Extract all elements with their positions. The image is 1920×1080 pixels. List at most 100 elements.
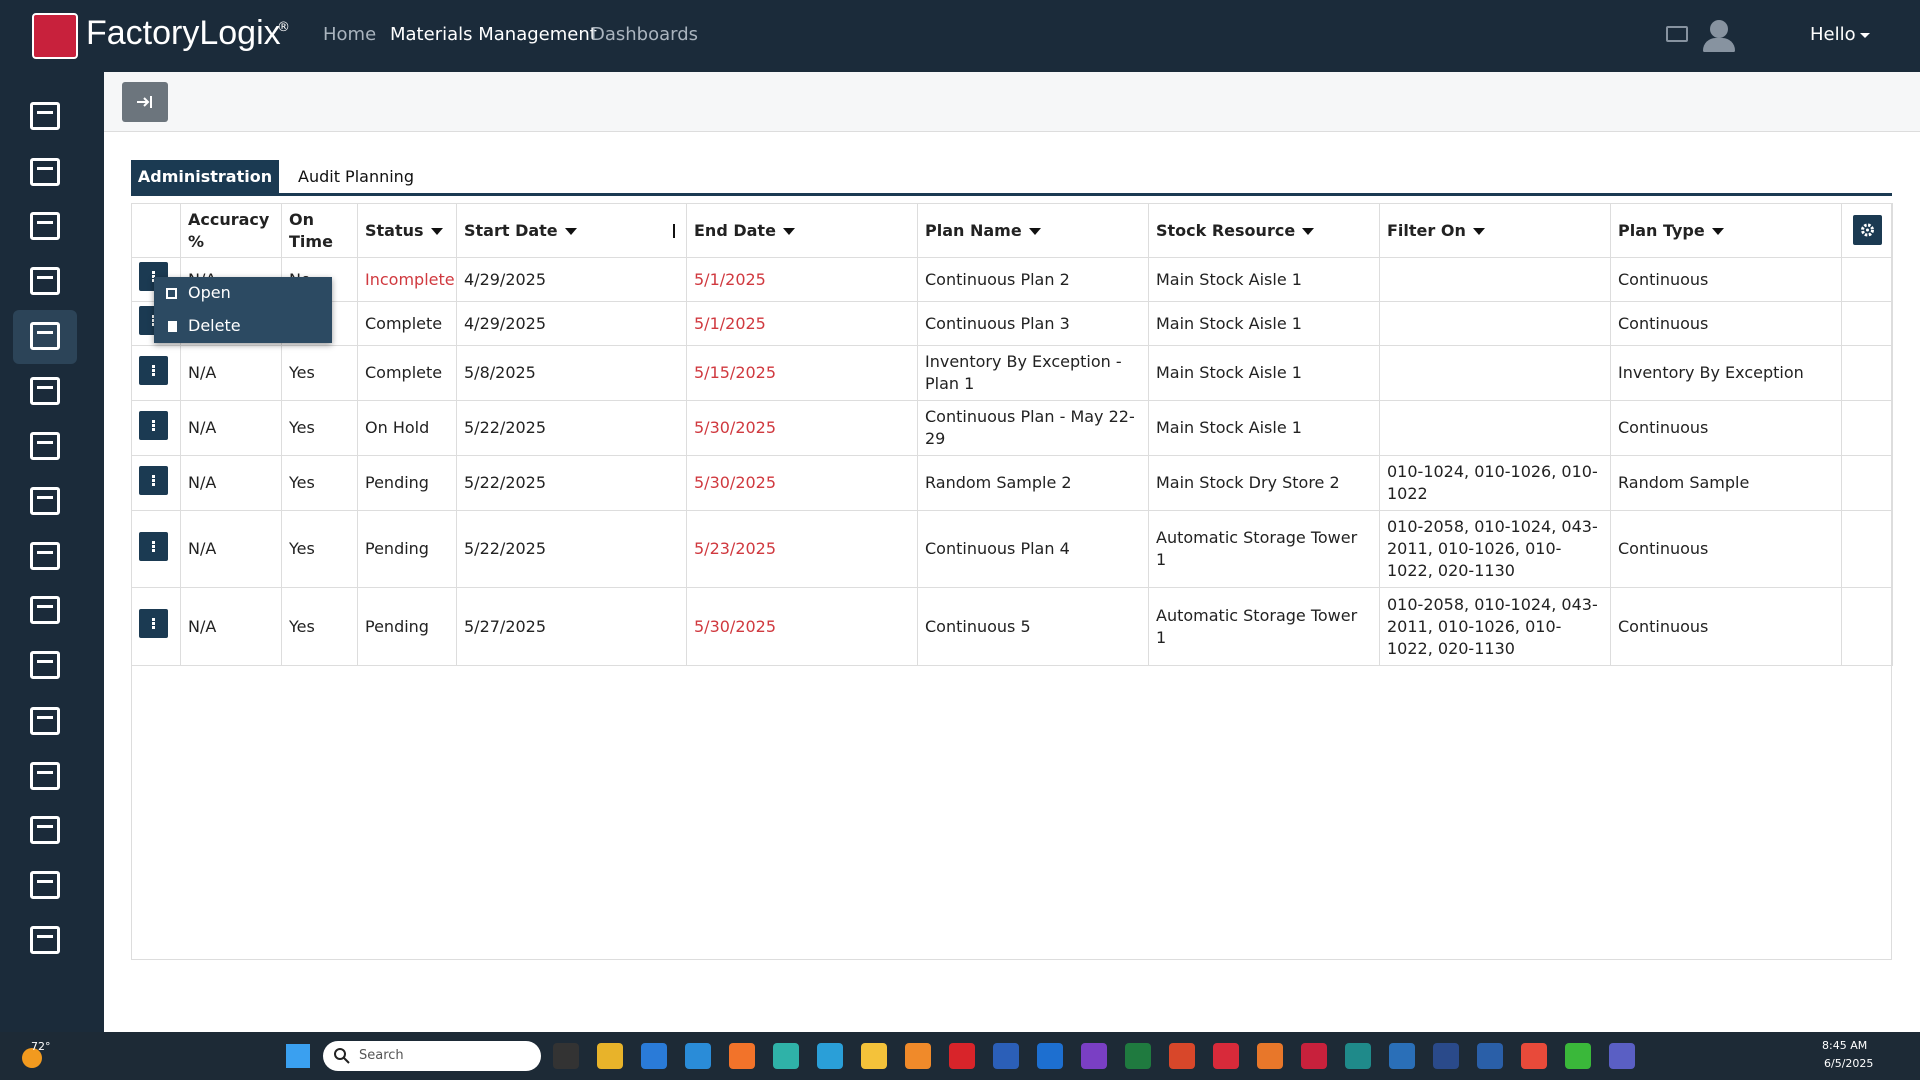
cell: Continuous (1611, 258, 1842, 302)
app-icon[interactable] (1433, 1043, 1459, 1069)
cell: Continuous Plan 2 (918, 258, 1149, 302)
column-header[interactable]: On Time (282, 204, 358, 258)
app-icon[interactable] (773, 1043, 799, 1069)
row-action-button[interactable] (139, 609, 168, 638)
table-row: N/AYesComplete5/8/20255/15/2025Inventory… (132, 346, 1893, 401)
cell: Main Stock Aisle 1 (1149, 258, 1380, 302)
app-icon[interactable] (553, 1043, 579, 1069)
sidebar-icon[interactable] (30, 102, 60, 130)
app-icon[interactable] (1213, 1043, 1239, 1069)
sidebar-icon[interactable] (30, 267, 60, 295)
column-header[interactable]: Status (358, 204, 457, 258)
sidebar-icon[interactable] (30, 212, 60, 240)
app-icon[interactable] (905, 1043, 931, 1069)
app-icon[interactable] (993, 1043, 1019, 1069)
app-icon[interactable] (729, 1043, 755, 1069)
taskbar: 72° Search 8:45 AM 6/5/2025 (0, 1032, 1920, 1080)
cell: Incomplete (358, 258, 457, 302)
sidebar-icon[interactable] (30, 158, 60, 186)
app-icon[interactable] (1521, 1043, 1547, 1069)
cell: 5/22/2025 (457, 511, 687, 588)
filter-icon[interactable] (1302, 228, 1314, 235)
sidebar-icon[interactable] (30, 762, 60, 790)
menu-delete[interactable]: Delete (188, 316, 241, 335)
icon-detail (37, 880, 53, 883)
column-header[interactable]: Start Date (457, 204, 687, 258)
filter-icon[interactable] (1029, 228, 1041, 235)
sidebar-icon[interactable] (30, 487, 60, 515)
filter-icon[interactable] (1473, 228, 1485, 235)
app-icon[interactable] (1169, 1043, 1195, 1069)
icon-detail (37, 331, 53, 334)
app-icon[interactable] (1037, 1043, 1063, 1069)
settings-button[interactable] (1853, 215, 1882, 245)
column-header[interactable]: Filter On (1380, 204, 1611, 258)
cell (1380, 401, 1611, 456)
app-icon[interactable] (685, 1043, 711, 1069)
column-header[interactable]: Stock Resource (1149, 204, 1380, 258)
row-action-button[interactable] (139, 411, 168, 440)
user-icon[interactable] (1710, 20, 1728, 38)
app-icon[interactable] (817, 1043, 843, 1069)
tab-active[interactable]: Administration (131, 160, 279, 193)
start-button[interactable] (286, 1044, 310, 1068)
sidebar-icon[interactable] (30, 377, 60, 405)
row-action-button[interactable] (139, 356, 168, 385)
search-box[interactable]: Search (323, 1041, 541, 1071)
weather[interactable]: 72° (31, 1040, 51, 1053)
sidebar-icon[interactable] (30, 542, 60, 570)
menu-open[interactable]: Open (188, 283, 231, 302)
header-text: Accuracy % (188, 210, 269, 251)
tab[interactable]: Audit Planning (298, 160, 414, 193)
sort-icon[interactable] (673, 224, 675, 238)
column-header[interactable]: End Date (687, 204, 918, 258)
filter-icon[interactable] (565, 228, 577, 235)
nav-dashboards[interactable]: Dashboards (591, 24, 698, 45)
app-icon[interactable] (597, 1043, 623, 1069)
icon-detail (37, 167, 53, 170)
app-icon[interactable] (1081, 1043, 1107, 1069)
nav-home[interactable]: Home (323, 24, 376, 45)
monitor-icon[interactable] (1666, 26, 1688, 42)
sidebar-icon[interactable] (30, 816, 60, 844)
column-header[interactable]: Plan Type (1611, 204, 1842, 258)
cell: 5/22/2025 (457, 456, 687, 511)
cell: Yes (282, 346, 358, 401)
app-icon[interactable] (949, 1043, 975, 1069)
sidebar-icon[interactable] (30, 651, 60, 679)
app-icon[interactable] (1565, 1043, 1591, 1069)
sidebar-icon[interactable] (30, 926, 60, 954)
app-icon[interactable] (1301, 1043, 1327, 1069)
sidebar (0, 72, 104, 1032)
app-icon[interactable] (1345, 1043, 1371, 1069)
empty-cell (1842, 401, 1893, 456)
row-action-button[interactable] (139, 466, 168, 495)
row-action-button[interactable] (139, 532, 168, 561)
app-icon[interactable] (1125, 1043, 1151, 1069)
app-icon[interactable] (1389, 1043, 1415, 1069)
app-icon[interactable] (641, 1043, 667, 1069)
cell: 010-2058, 010-1024, 043-2011, 010-1026, … (1380, 511, 1611, 588)
cell: Continuous (1611, 511, 1842, 588)
app-icon[interactable] (861, 1043, 887, 1069)
user-menu[interactable]: Hello (1810, 24, 1856, 45)
sidebar-icon[interactable] (30, 707, 60, 735)
table-row: N/AYesOn Hold5/22/20255/30/2025Continuou… (132, 401, 1893, 456)
filter-icon[interactable] (1712, 228, 1724, 235)
sidebar-icon[interactable] (30, 871, 60, 899)
sidebar-icon[interactable] (30, 596, 60, 624)
sidebar-icon[interactable] (30, 322, 60, 350)
sidebar-icon[interactable] (30, 432, 60, 460)
column-header[interactable]: Plan Name (918, 204, 1149, 258)
filter-icon[interactable] (431, 228, 443, 235)
filter-icon[interactable] (783, 228, 795, 235)
cell: 5/27/2025 (457, 588, 687, 666)
cell (1380, 258, 1611, 302)
app-icon[interactable] (1609, 1043, 1635, 1069)
column-header[interactable]: Accuracy % (181, 204, 282, 258)
app-icon[interactable] (1477, 1043, 1503, 1069)
app-icon[interactable] (1257, 1043, 1283, 1069)
dot (152, 271, 155, 274)
collapse-button[interactable] (122, 82, 168, 122)
nav-materials[interactable]: Materials Management (390, 24, 597, 45)
